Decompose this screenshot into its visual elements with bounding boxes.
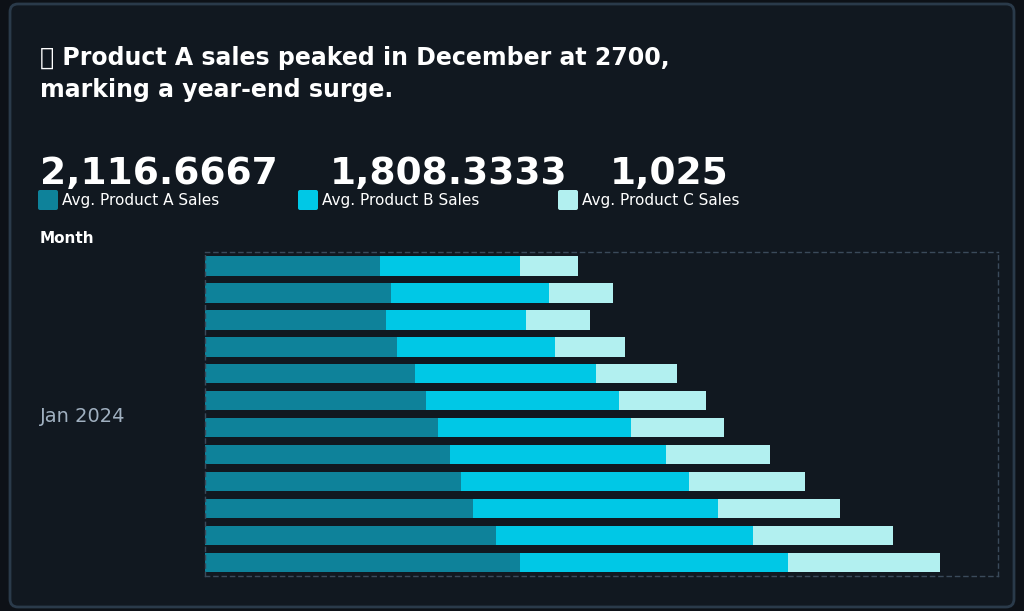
Text: 1,808.3333: 1,808.3333 bbox=[330, 156, 567, 192]
Bar bbox=[397, 337, 555, 356]
Bar bbox=[473, 499, 718, 518]
Bar bbox=[205, 364, 415, 384]
Bar bbox=[386, 310, 525, 329]
Bar bbox=[205, 445, 450, 464]
Bar bbox=[618, 391, 707, 411]
Bar bbox=[450, 445, 666, 464]
Bar bbox=[689, 472, 806, 491]
Bar bbox=[415, 364, 596, 384]
Bar bbox=[205, 526, 497, 546]
Bar bbox=[205, 391, 426, 411]
Bar bbox=[205, 256, 380, 276]
Bar bbox=[555, 337, 625, 356]
Text: 📈 Product A sales peaked in December at 2700,
marking a year-end surge.: 📈 Product A sales peaked in December at … bbox=[40, 46, 670, 101]
Bar bbox=[718, 499, 841, 518]
Bar bbox=[520, 553, 788, 573]
Text: Avg. Product C Sales: Avg. Product C Sales bbox=[582, 192, 739, 208]
Bar bbox=[205, 337, 397, 356]
Bar bbox=[549, 283, 613, 302]
FancyBboxPatch shape bbox=[558, 190, 578, 210]
FancyBboxPatch shape bbox=[38, 190, 58, 210]
Bar bbox=[391, 283, 549, 302]
Bar bbox=[631, 418, 724, 437]
Bar bbox=[596, 364, 677, 384]
Bar bbox=[520, 256, 578, 276]
Text: 2,116.6667: 2,116.6667 bbox=[40, 156, 278, 192]
Text: 1,025: 1,025 bbox=[610, 156, 729, 192]
Bar bbox=[438, 418, 631, 437]
Bar bbox=[205, 283, 391, 302]
Text: Avg. Product A Sales: Avg. Product A Sales bbox=[62, 192, 219, 208]
FancyBboxPatch shape bbox=[298, 190, 318, 210]
Bar bbox=[205, 553, 520, 573]
Bar bbox=[205, 310, 386, 329]
Text: Month: Month bbox=[40, 231, 94, 246]
Bar bbox=[788, 553, 940, 573]
Bar bbox=[380, 256, 520, 276]
Bar bbox=[525, 310, 590, 329]
Bar bbox=[666, 445, 770, 464]
FancyBboxPatch shape bbox=[10, 4, 1014, 607]
Bar bbox=[205, 499, 473, 518]
Bar bbox=[497, 526, 753, 546]
Bar bbox=[753, 526, 893, 546]
Bar bbox=[205, 418, 438, 437]
Text: Jan 2024: Jan 2024 bbox=[40, 406, 126, 425]
Bar bbox=[462, 472, 689, 491]
Bar bbox=[426, 391, 618, 411]
Text: Avg. Product B Sales: Avg. Product B Sales bbox=[322, 192, 479, 208]
Bar bbox=[205, 472, 462, 491]
